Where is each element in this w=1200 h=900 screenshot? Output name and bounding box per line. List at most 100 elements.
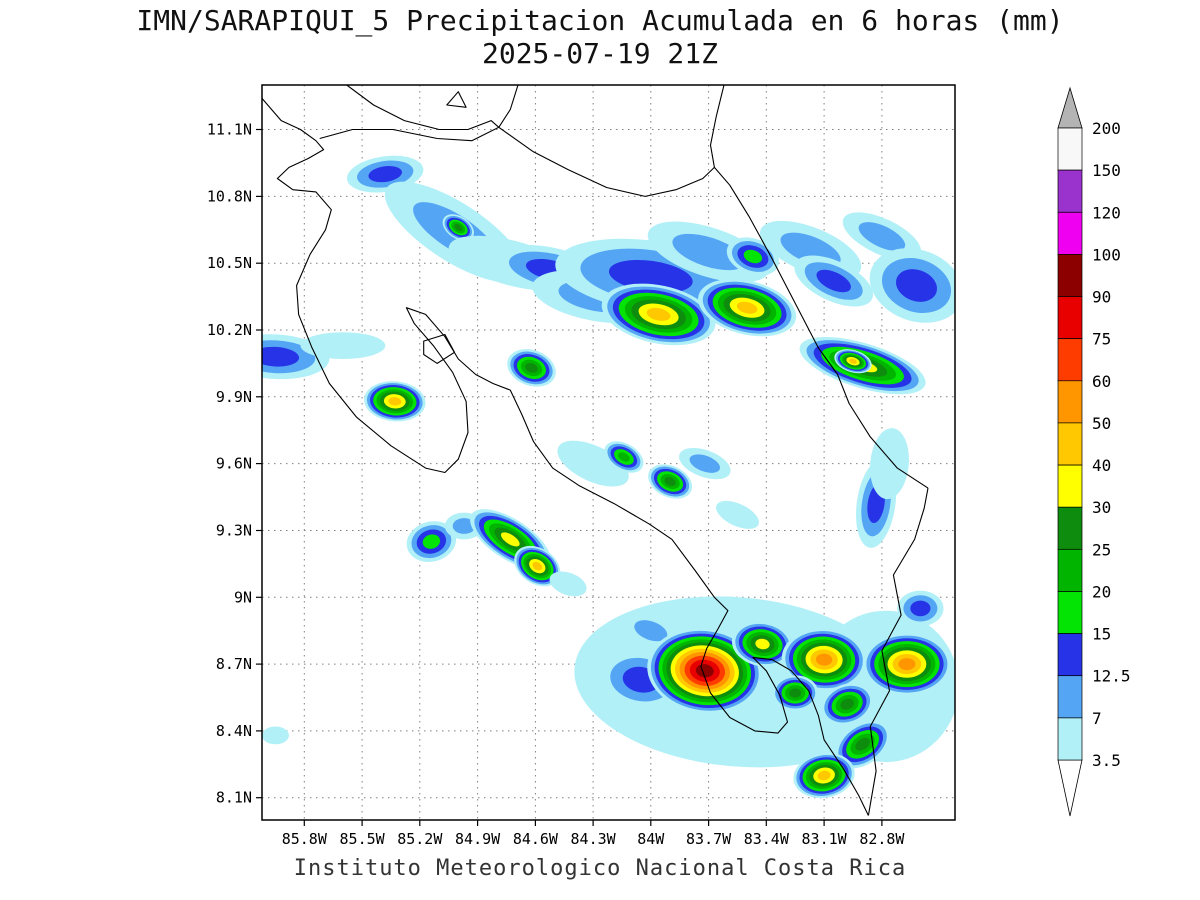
precip-cell: [364, 381, 426, 422]
colorbar-band: [1057, 591, 1083, 634]
colorbar-arrow-top: [1057, 86, 1083, 129]
x-tick-label: 84.6W: [513, 830, 559, 848]
x-tick-label: 85.8W: [282, 830, 328, 848]
colorbar-label: 25: [1092, 540, 1111, 559]
x-tick-label: 83.4W: [744, 830, 790, 848]
precip-cell: [262, 726, 289, 745]
colorbar-band: [1057, 717, 1083, 761]
precip-cell: [793, 752, 855, 799]
precip-cell: [647, 628, 763, 714]
precip-cell: [648, 464, 693, 499]
colorbar-band: [1057, 548, 1083, 592]
precip-cell: [869, 248, 955, 323]
x-tick-label: 85.2W: [397, 830, 443, 848]
precip-cell: [679, 447, 731, 480]
colorbar-band: [1057, 254, 1083, 297]
precip-cell: [442, 214, 475, 241]
precip-cell: [716, 500, 759, 529]
colorbar-band: [1057, 211, 1083, 255]
coastline-path: [346, 85, 519, 131]
x-tick-label: 84W: [637, 830, 665, 848]
precip-cell: [834, 720, 891, 769]
x-tick-label: 84.3W: [571, 830, 617, 848]
precip-cell: [406, 521, 457, 562]
colorbar-band: [1057, 380, 1083, 424]
precip-cell: [794, 255, 874, 307]
precip-field: [262, 155, 955, 799]
precip-cell: [300, 332, 386, 359]
colorbar-label: 15: [1092, 625, 1111, 644]
coastline-layer: [262, 85, 929, 816]
axis-labels: 85.8W 85.5W 85.2W 84.9W 84.6W 84.3W 84W 83.7W 83…: [207, 121, 906, 849]
x-tick-label: 83.7W: [686, 830, 732, 848]
x-tick-label: 82.8W: [859, 830, 905, 848]
precip-cell: [834, 349, 872, 374]
precip-cell: [820, 683, 874, 726]
precip-cell: [897, 590, 944, 627]
colorbar-label: 40: [1092, 456, 1111, 475]
colorbar-label: 60: [1092, 372, 1111, 391]
precip-cell: [601, 283, 716, 346]
colorbar-label: 50: [1092, 414, 1111, 433]
precip-cell: [870, 428, 909, 500]
footer-credit: Instituto Meteorologico Nacional Costa R…: [293, 856, 907, 881]
colorbar-label: 75: [1092, 330, 1111, 349]
coastline-path: [867, 487, 929, 816]
y-tick-label: 9.9N: [216, 388, 252, 406]
precip-cell: [772, 675, 819, 711]
precip-cell: [557, 440, 629, 487]
chart-subtitle: 2025-07-19 21Z: [481, 37, 718, 70]
coastline-path: [319, 126, 715, 197]
colorbar-label: 200: [1092, 119, 1121, 138]
colorbar-band: [1057, 296, 1083, 339]
x-tick-label: 84.9W: [455, 830, 501, 848]
precip-cell: [731, 621, 794, 667]
precip-cell: [604, 441, 644, 473]
y-tick-label: 9N: [234, 588, 252, 606]
colorbar-band: [1057, 338, 1083, 382]
y-tick-label: 10.5N: [207, 254, 252, 272]
precip-cell: [549, 571, 587, 597]
map-frame: [261, 84, 956, 821]
x-tick-label: 83.1W: [802, 830, 848, 848]
coastline-path: [709, 85, 929, 489]
colorbar-band: [1057, 169, 1083, 213]
colorbar-label: 7: [1092, 709, 1102, 728]
colorbar: 200 150 120 100 90 75 60 50 40 30 25 20 15 12.5 7 3.5: [1057, 86, 1131, 817]
precip-cell: [507, 349, 556, 387]
colorbar-label: 100: [1092, 245, 1121, 264]
coastline-path: [262, 98, 869, 816]
colorbar-arrow-bottom: [1057, 759, 1083, 817]
y-tick-label: 10.2N: [207, 321, 252, 339]
colorbar-band: [1057, 633, 1083, 677]
colorbar-label: 150: [1092, 161, 1121, 180]
colorbar-label: 20: [1092, 583, 1111, 602]
map-frame-layer: [256, 84, 956, 826]
y-tick-label: 8.1N: [216, 789, 252, 807]
precip-cell: [781, 628, 867, 691]
colorbar-label: 12.5: [1092, 667, 1131, 686]
coastline-path: [423, 333, 456, 364]
colorbar-label: 3.5: [1092, 751, 1121, 770]
y-tick-label: 9.6N: [216, 455, 252, 473]
coastline-path: [446, 91, 467, 108]
precip-cell: [514, 545, 561, 587]
x-tick-label: 85.5W: [340, 830, 386, 848]
colorbar-band: [1057, 506, 1083, 550]
y-tick-label: 10.8N: [207, 187, 252, 205]
colorbar-band: [1057, 422, 1083, 466]
colorbar-label: 120: [1092, 203, 1121, 222]
colorbar-band: [1057, 127, 1083, 171]
y-tick-label: 8.7N: [216, 655, 252, 673]
colorbar-band: [1057, 464, 1083, 508]
colorbar-label: 30: [1092, 498, 1111, 517]
y-tick-label: 11.1N: [207, 121, 252, 139]
colorbar-band: [1057, 675, 1083, 719]
precip-cell: [862, 632, 952, 696]
colorbar-label: 90: [1092, 288, 1111, 307]
y-tick-label: 8.4N: [216, 722, 252, 740]
y-tick-label: 9.3N: [216, 522, 252, 540]
chart-title: IMN/SARAPIQUI_5 Precipitacion Acumulada …: [136, 4, 1064, 37]
